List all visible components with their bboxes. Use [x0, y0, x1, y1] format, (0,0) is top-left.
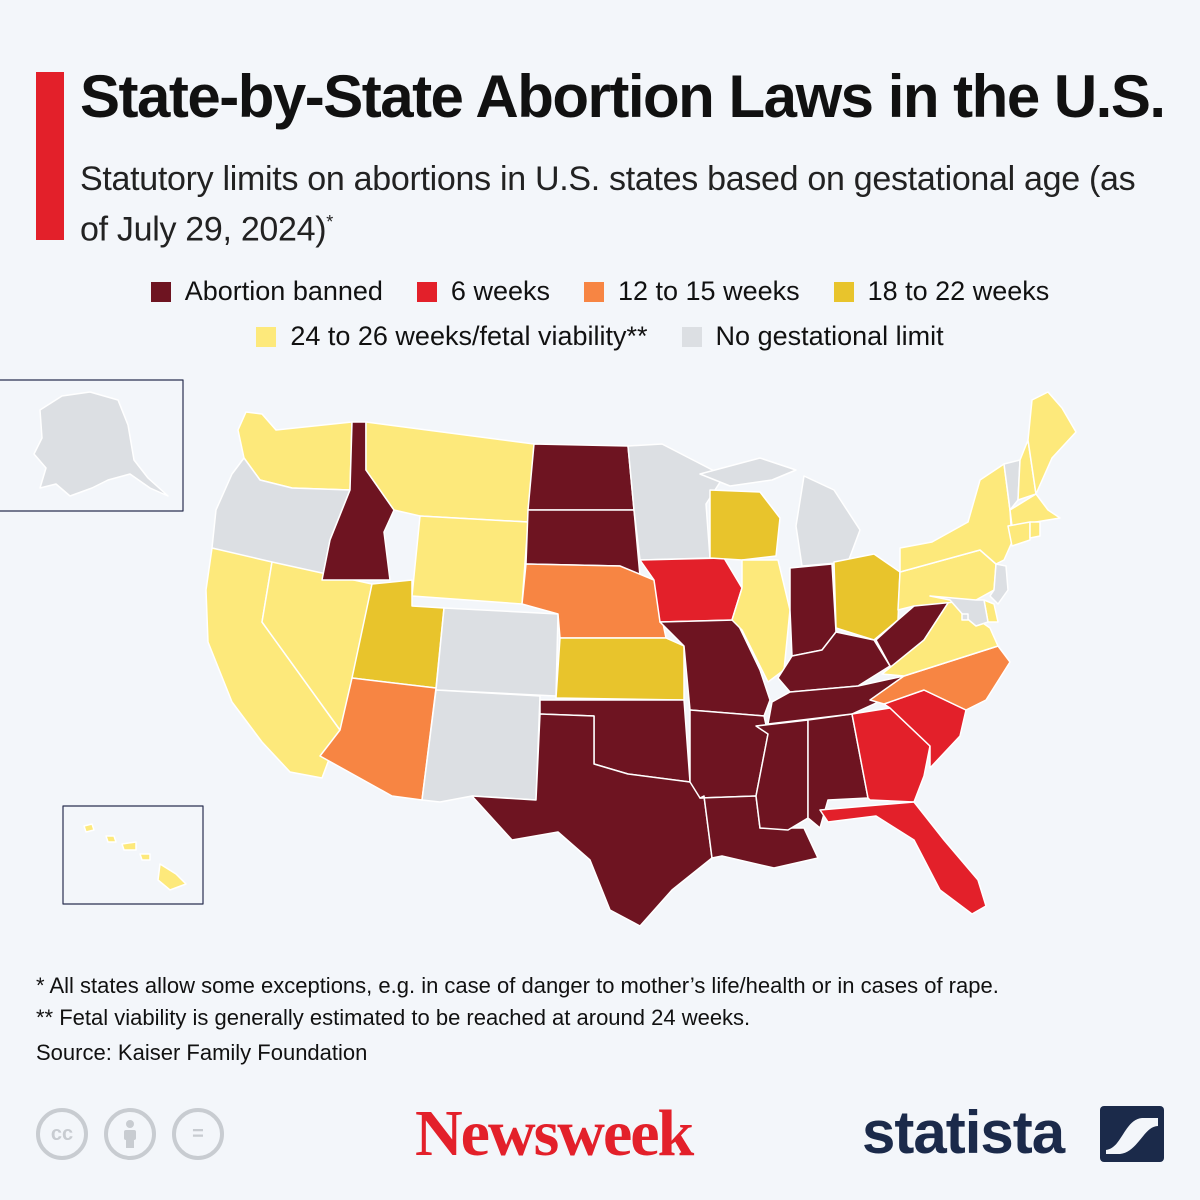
legend-label-12-to-15-weeks: 12 to 15 weeks	[617, 276, 800, 306]
legend-row-1: Abortion banned 6 weeks 12 to 15 weeks 1…	[0, 276, 1200, 307]
state-NJ	[989, 563, 1009, 605]
state-HI-island-5	[157, 863, 187, 891]
legend-swatch-no-limit	[681, 326, 702, 347]
subtitle-footnote-mark: *	[326, 212, 333, 232]
newsweek-logo[interactable]: Newsweek	[415, 1097, 694, 1170]
legend-label-no-limit: No gestational limit	[715, 321, 944, 351]
legend-row-2: 24 to 26 weeks/fetal viability** No gest…	[0, 321, 1200, 352]
state-MI	[699, 457, 797, 487]
attribution-person-icon	[124, 1120, 136, 1148]
alaska-inset-frame	[0, 379, 184, 512]
state-IL	[731, 559, 791, 683]
page-title: State-by-State Abortion Laws in the U.S.	[80, 63, 1166, 130]
attribution-icon[interactable]	[104, 1108, 156, 1160]
hawaii-inset-frame	[62, 805, 204, 905]
legend-swatch-12-to-15-weeks	[583, 281, 604, 302]
state-MI-lower	[795, 475, 861, 567]
state-NY	[899, 463, 1013, 573]
footnote-viability: ** Fetal viability is generally estimate…	[36, 1005, 751, 1030]
state-MD	[929, 595, 989, 627]
legend-swatch-18-to-22-weeks	[833, 281, 854, 302]
legend-item-no-limit: No gestational limit	[681, 321, 944, 352]
state-NM	[421, 689, 541, 803]
state-CT	[1007, 521, 1031, 547]
legend-label-24-to-26-weeks: 24 to 26 weeks/fetal viability**	[290, 321, 648, 351]
cc-icon[interactable]: cc	[36, 1108, 88, 1160]
page-subtitle: Statutory limits on abortions in U.S. st…	[80, 158, 1160, 251]
legend-item-18-to-22-weeks: 18 to 22 weeks	[833, 276, 1050, 307]
legend-swatch-banned	[150, 281, 171, 302]
legend-label-6-weeks: 6 weeks	[450, 276, 550, 306]
state-ME	[1027, 391, 1077, 495]
legend-item-12-to-15-weeks: 12 to 15 weeks	[583, 276, 800, 307]
license-icons: cc =	[36, 1108, 224, 1160]
state-MN	[627, 443, 725, 561]
subtitle-text: Statutory limits on abortions in U.S. st…	[80, 160, 1136, 249]
legend-item-24-to-26-weeks: 24 to 26 weeks/fetal viability**	[256, 321, 648, 352]
state-RI	[1029, 521, 1041, 539]
state-WY	[411, 515, 529, 605]
source-note: Source: Kaiser Family Foundation	[36, 1040, 368, 1065]
legend-label-18-to-22-weeks: 18 to 22 weeks	[867, 276, 1050, 306]
state-CO	[435, 607, 559, 697]
state-FL	[819, 801, 987, 915]
state-AK	[33, 391, 169, 497]
state-DC	[961, 613, 969, 621]
legend-label-banned: Abortion banned	[184, 276, 383, 306]
legend-swatch-24-to-26-weeks	[256, 326, 277, 347]
state-HI-island-1	[83, 823, 95, 833]
footnote-exceptions: * All states allow some exceptions, e.g.…	[36, 973, 999, 998]
state-MT	[365, 421, 535, 523]
statista-mark-icon	[1100, 1106, 1164, 1162]
legend-swatch-6-weeks	[416, 281, 437, 302]
us-map	[0, 379, 1077, 927]
state-KS	[555, 637, 685, 701]
state-HI-island-3	[121, 841, 137, 851]
title-accent-bar	[36, 72, 64, 240]
state-HI-island-4	[139, 853, 151, 861]
state-TX	[471, 713, 713, 927]
state-ND	[527, 443, 635, 511]
legend-item-6-weeks: 6 weeks	[416, 276, 550, 307]
state-WI	[709, 489, 781, 561]
no-derivatives-icon[interactable]: =	[172, 1108, 224, 1160]
state-AR	[689, 709, 769, 799]
state-HI-island-2	[105, 835, 117, 843]
legend: Abortion banned 6 weeks 12 to 15 weeks 1…	[0, 276, 1200, 366]
statista-logo[interactable]: statista	[862, 1099, 1065, 1166]
legend-item-banned: Abortion banned	[150, 276, 383, 307]
footnotes: * All states allow some exceptions, e.g.…	[36, 970, 999, 1034]
